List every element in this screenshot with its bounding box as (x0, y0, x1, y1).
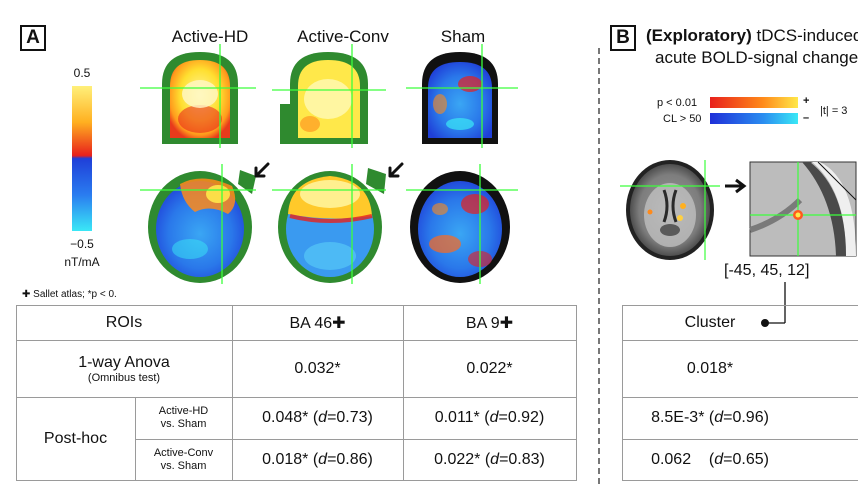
legend-neg-label: CL > 50 (663, 113, 702, 125)
posthoc-row1-ba9-value: 0.011* ( (434, 409, 490, 426)
cluster-row2-value: 0.062 ( (651, 450, 715, 468)
arrow-icon-conv (388, 162, 404, 178)
panel-b-title: (Exploratory) tDCS-induced (646, 26, 858, 46)
map-active-conv-axial (278, 168, 386, 283)
cluster-row2-d: d (714, 450, 724, 468)
colorbar-unit-label: nT/mA (64, 255, 100, 269)
posthoc-row1-ba46-d: d (318, 409, 328, 426)
posthoc-row2-ba9-d: d (490, 450, 500, 468)
zoomed-brain-image (749, 161, 857, 257)
column-title-active-hd: Active-HD (171, 27, 249, 46)
crosshairs (140, 44, 518, 284)
zoom-arrow-icon (725, 178, 747, 194)
map-active-hd-coronal (162, 52, 238, 144)
posthoc-row1-ba46-effect: =0.73) (327, 409, 373, 426)
map-active-conv-coronal (280, 52, 368, 144)
legend-pos-label: p < 0.01 (657, 97, 698, 109)
panel-b-title-bold: (Exploratory) (646, 26, 752, 45)
map-active-hd-axial (148, 170, 256, 283)
cluster-anova: 0.018* (686, 359, 734, 377)
cluster-header: Cluster (684, 313, 736, 331)
column-title-active-conv: Active-Conv (297, 27, 389, 46)
coordinate-connector (761, 282, 786, 327)
header-ba9: BA 9✚ (465, 314, 514, 332)
panel-b-table (622, 305, 858, 481)
panel-divider (598, 48, 600, 484)
colorbar-min-label: −0.5 (70, 237, 94, 251)
header-ba46: BA 46✚ (289, 314, 346, 332)
posthoc-label: Post-hoc (43, 429, 108, 447)
panel-b-title-rest: tDCS-induced (751, 26, 858, 45)
posthoc-row2-groups: Active-Conv vs. Sham (135, 439, 232, 480)
map-sham-coronal (422, 52, 498, 144)
posthoc-row2-ba46-value: 0.018* ( (262, 450, 319, 468)
legend-minus: – (803, 112, 810, 124)
posthoc-row2-ba9-effect: =0.83) (499, 450, 545, 468)
posthoc-row1-ba9-d: d (489, 409, 499, 426)
panel-a-table (16, 305, 577, 481)
cluster-row1-d: d (714, 409, 724, 426)
posthoc-row1-ba46-value: 0.048* ( (262, 409, 319, 426)
posthoc-row2-group1: Active-Conv (153, 446, 214, 459)
brain-maps-grid (140, 44, 518, 284)
anova-ba46: 0.032* (294, 359, 341, 377)
posthoc-row1-ba9: 0.011* (d =0.92) (403, 397, 576, 439)
legend-plus: + (803, 95, 810, 107)
panel-b-brain-images (620, 160, 857, 260)
anova-title: 1-way Anova (78, 353, 170, 371)
panel-b-title-line2: acute BOLD-signal changes (655, 48, 858, 67)
anova-label: 1-way Anova (Omnibus test) (16, 340, 232, 397)
panel-a-label: A (20, 25, 46, 51)
posthoc-row2-ba9-value: 0.022* ( (434, 450, 491, 468)
anova-ba9: 0.022* (466, 359, 513, 377)
cluster-row1-value: 8.5E-3* ( (651, 409, 715, 426)
mni-coordinates: [-45, 45, 12] (724, 262, 810, 279)
posthoc-row1-group2: vs. Sham (160, 418, 207, 430)
cluster-row2-effect: =0.65) (723, 450, 769, 468)
atlas-footnote: ✚ Sallet atlas; *p < 0. (22, 289, 117, 300)
cluster-row1-effect: =0.96) (723, 409, 769, 426)
posthoc-row1-ba46: 0.048* (d =0.73) (232, 397, 403, 439)
axial-brain-image (620, 160, 720, 260)
cluster-row2: 0.062 (d =0.65) (622, 439, 798, 480)
cluster-row1: 8.5E-3* (d =0.96) (622, 397, 798, 439)
header-rois: ROIs (105, 313, 143, 331)
map-sham-axial (410, 171, 510, 283)
colorbar-max-label: 0.5 (73, 66, 91, 80)
posthoc-row2-ba9: 0.022* (d =0.83) (403, 439, 576, 480)
posthoc-row1-group1: Active-HD (158, 405, 209, 417)
legend-cold-bar (710, 113, 798, 124)
panel-b-label: B (610, 25, 636, 51)
colorbar (72, 86, 92, 231)
posthoc-row2-ba46: 0.018* (d =0.86) (232, 439, 403, 480)
anova-subtitle: (Omnibus test) (87, 371, 161, 384)
legend-hot-bar (710, 97, 798, 108)
posthoc-row1-groups: Active-HD vs. Sham (135, 397, 232, 439)
column-title-sham: Sham (440, 27, 486, 46)
posthoc-row1-ba9-effect: =0.92) (498, 409, 545, 426)
posthoc-row2-ba46-effect: =0.86) (327, 450, 373, 468)
posthoc-row2-ba46-d: d (318, 450, 328, 468)
posthoc-row2-group2: vs. Sham (160, 459, 207, 472)
arrow-icon-hd (254, 162, 270, 178)
legend-t-label: |t| = 3 (820, 105, 848, 117)
